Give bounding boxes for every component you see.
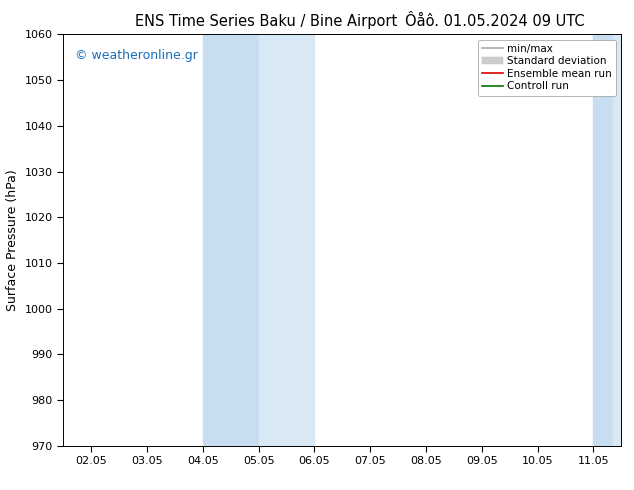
Bar xyxy=(203,34,259,446)
Legend: min/max, Standard deviation, Ensemble mean run, Controll run: min/max, Standard deviation, Ensemble me… xyxy=(478,40,616,96)
Bar xyxy=(593,34,613,446)
Bar xyxy=(259,34,314,446)
Text: © weatheronline.gr: © weatheronline.gr xyxy=(75,49,197,62)
Text: ENS Time Series Baku / Bine Airport: ENS Time Series Baku / Bine Airport xyxy=(135,14,398,29)
Y-axis label: Surface Pressure (hPa): Surface Pressure (hPa) xyxy=(6,169,19,311)
Text: Ôåô. 01.05.2024 09 UTC: Ôåô. 01.05.2024 09 UTC xyxy=(404,14,585,29)
Bar xyxy=(613,34,621,446)
